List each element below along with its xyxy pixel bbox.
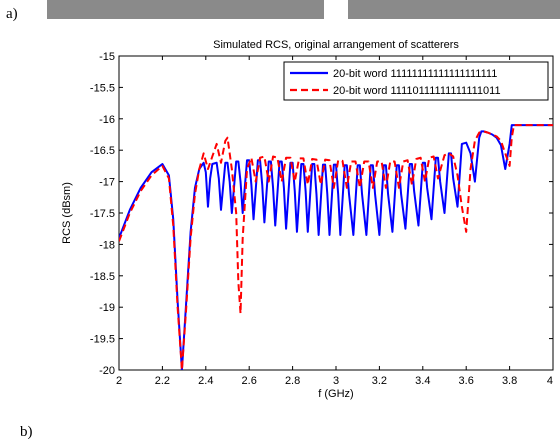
- y-axis-label: RCS (dBsm): [61, 182, 73, 244]
- x-tick-label: 2.2: [155, 375, 170, 387]
- image-band-left: [47, 0, 324, 19]
- legend-box: [283, 61, 549, 101]
- x-tick-label: 2.6: [242, 375, 257, 387]
- y-tick-label: -17: [99, 177, 115, 189]
- x-tick-label: 3.4: [415, 375, 430, 387]
- plot-area: [118, 55, 554, 371]
- y-tick-label: -15: [99, 51, 115, 63]
- y-tick-label: -15.5: [90, 82, 115, 94]
- x-tick-label: 3.6: [459, 375, 474, 387]
- y-tick-label: -19: [99, 302, 115, 314]
- x-tick-label: 4: [547, 375, 553, 387]
- x-tick-label: 3.2: [372, 375, 387, 387]
- x-tick-label: 2.8: [285, 375, 300, 387]
- x-tick-label: 2.4: [198, 375, 213, 387]
- y-tick-label: -20: [99, 365, 115, 377]
- chart-title: Simulated RCS, original arrangement of s…: [213, 39, 459, 51]
- series-line-1: [119, 124, 553, 370]
- y-tick-label: -18: [99, 239, 115, 251]
- y-tick-label: -19.5: [90, 334, 115, 346]
- x-tick-label: 2: [116, 375, 122, 387]
- image-band-right: [348, 0, 560, 19]
- panel-label-a: a): [6, 6, 18, 22]
- panel-label-b: b): [20, 424, 33, 439]
- x-tick-label: 3.8: [502, 375, 517, 387]
- legend: 20-bit word 11111111111111111111 20-bit …: [283, 61, 549, 101]
- x-tick-label: 3: [333, 375, 339, 387]
- y-axis: -15 -15.5 -16 -16.5 -17 -17.5 -18 -18.5 -19 -19.5…: [90, 51, 553, 377]
- series-layer: [119, 124, 553, 370]
- x-axis: 2 2.2 2.4 2.6 2.8 3 3.2 3.4 3.6 3.8 4: [116, 56, 554, 387]
- legend-entry-series-2: 20-bit word 11110111111111111011: [333, 85, 501, 97]
- y-tick-label: -16.5: [90, 145, 115, 157]
- x-axis-label: f (GHz): [318, 388, 353, 400]
- legend-entry-series-1: 20-bit word 11111111111111111111: [333, 68, 497, 80]
- y-tick-label: -18.5: [90, 271, 115, 283]
- y-tick-label: -16: [99, 114, 115, 126]
- y-tick-label: -17.5: [90, 208, 115, 220]
